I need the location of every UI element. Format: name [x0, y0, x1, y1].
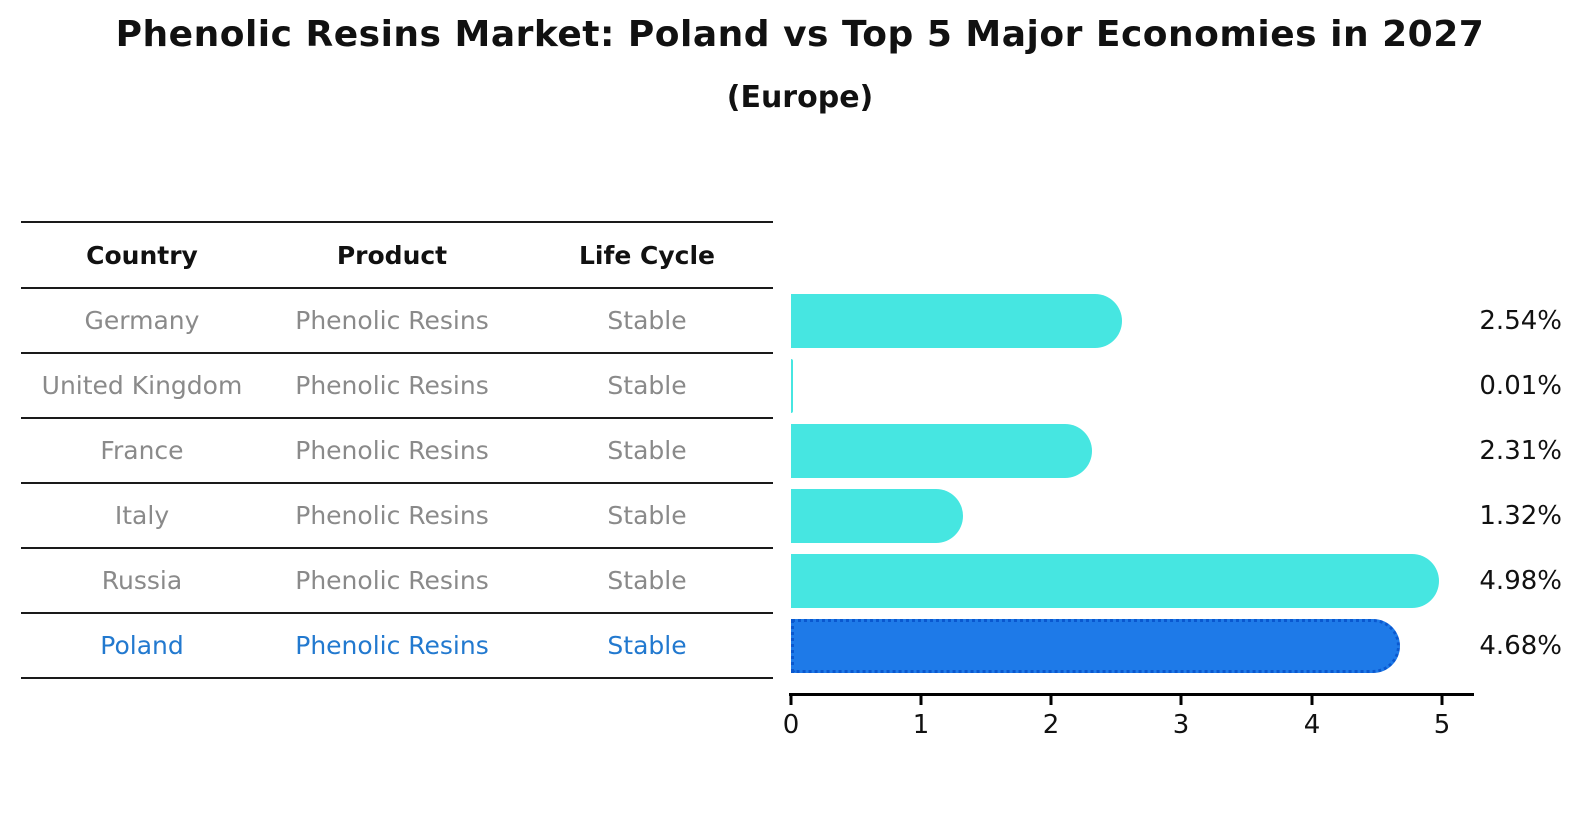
- x-tick-label-0: 0: [782, 710, 800, 740]
- x-tick-label-5: 5: [1433, 710, 1451, 740]
- x-tick-3: [1179, 696, 1183, 705]
- cell-product: Phenolic Resins: [295, 306, 489, 335]
- cell-lifecycle: Stable: [607, 436, 687, 465]
- x-tick-1: [919, 696, 923, 705]
- bar-poland-highlighted: [791, 619, 1400, 673]
- x-tick-label-4: 4: [1303, 710, 1321, 740]
- x-tick-4: [1310, 696, 1314, 705]
- bar-russia: [791, 554, 1439, 608]
- cell-lifecycle: Stable: [607, 501, 687, 530]
- table-row-united-kingdom: United Kingdom Phenolic Resins Stable: [21, 354, 773, 419]
- cell-product: Phenolic Resins: [295, 501, 489, 530]
- value-label-united-kingdom: 0.01%: [1479, 371, 1562, 401]
- column-header-lifecycle: Life Cycle: [578, 240, 716, 270]
- table-row-france: France Phenolic Resins Stable: [21, 419, 773, 484]
- value-label-france: 2.31%: [1479, 436, 1562, 466]
- cell-product: Phenolic Resins: [295, 436, 489, 465]
- cell-country: France: [100, 436, 184, 465]
- bar-france: [791, 424, 1092, 478]
- table-row-russia: Russia Phenolic Resins Stable: [21, 549, 773, 614]
- x-tick-0: [789, 696, 793, 705]
- x-axis-line: [789, 693, 1474, 696]
- column-header-product: Product: [336, 240, 448, 270]
- x-tick-label-2: 2: [1042, 710, 1060, 740]
- x-tick-5: [1440, 696, 1444, 705]
- cell-lifecycle: Stable: [607, 631, 687, 660]
- table-header-row: Country Product Life Cycle: [21, 223, 773, 289]
- cell-country: United Kingdom: [41, 371, 243, 400]
- cell-lifecycle: Stable: [607, 566, 687, 595]
- cell-country: Germany: [84, 306, 200, 335]
- value-label-italy: 1.32%: [1479, 501, 1562, 531]
- bar-united-kingdom: [791, 359, 793, 413]
- cell-product: Phenolic Resins: [295, 371, 489, 400]
- value-label-russia: 4.98%: [1479, 566, 1562, 596]
- x-axis: 0 1 2 3 4 5: [783, 696, 1473, 756]
- bar-germany: [791, 294, 1122, 348]
- table-row-germany: Germany Phenolic Resins Stable: [21, 289, 773, 354]
- table-row-italy: Italy Phenolic Resins Stable: [21, 484, 773, 549]
- chart-title: Phenolic Resins Market: Poland vs Top 5 …: [115, 14, 1485, 55]
- cell-country: Italy: [114, 501, 170, 530]
- value-label-poland: 4.68%: [1479, 631, 1562, 661]
- cell-country: Poland: [100, 631, 184, 660]
- x-tick-2: [1049, 696, 1053, 705]
- x-tick-label-1: 1: [912, 710, 930, 740]
- comparison-table: Country Product Life Cycle Germany Pheno…: [21, 221, 773, 679]
- cell-lifecycle: Stable: [607, 306, 687, 335]
- x-tick-label-3: 3: [1172, 710, 1190, 740]
- cell-product: Phenolic Resins: [295, 631, 489, 660]
- chart-subtitle: (Europe): [726, 80, 874, 115]
- value-label-germany: 2.54%: [1479, 306, 1562, 336]
- bar-italy: [791, 489, 963, 543]
- cell-lifecycle: Stable: [607, 371, 687, 400]
- table-row-poland: Poland Phenolic Resins Stable: [21, 614, 773, 679]
- cell-product: Phenolic Resins: [295, 566, 489, 595]
- cell-country: Russia: [101, 566, 183, 595]
- column-header-country: Country: [86, 240, 198, 270]
